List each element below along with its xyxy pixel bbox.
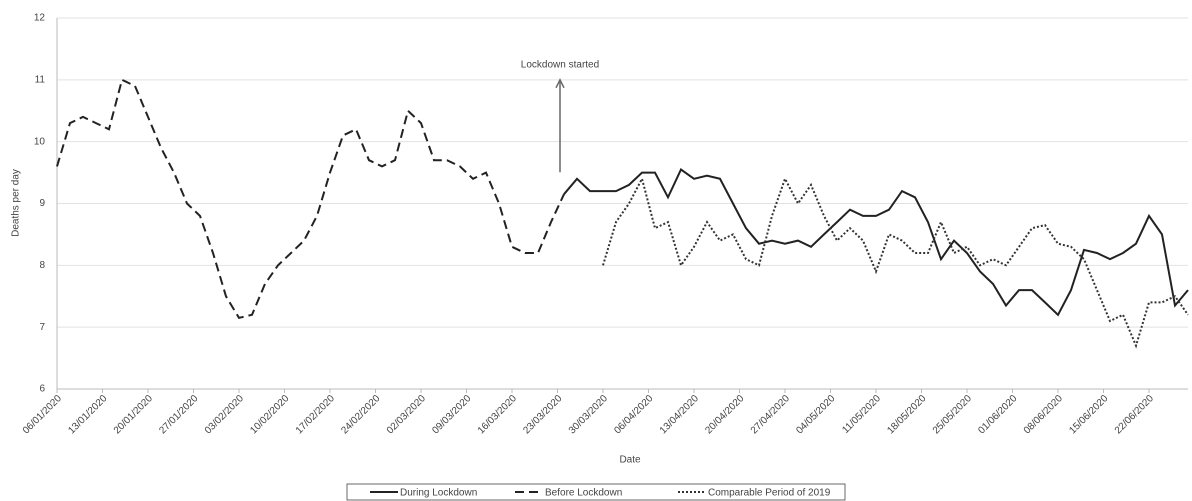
- y-tick-label: 7: [39, 322, 45, 333]
- legend-label: During Lockdown: [400, 488, 477, 499]
- x-tick-label: 17/02/2020: [294, 393, 337, 436]
- x-tick-label: 24/02/2020: [339, 393, 382, 436]
- annotation-arrowhead: [555, 78, 565, 89]
- y-tick-label: 11: [35, 74, 46, 85]
- x-tick-label: 06/01/2020: [21, 393, 64, 436]
- y-tick-label: 9: [39, 198, 45, 209]
- x-tick-label: 04/05/2020: [794, 393, 837, 436]
- x-tick-label: 10/02/2020: [248, 393, 291, 436]
- legend-box: [346, 483, 846, 501]
- x-tick-label: 03/02/2020: [203, 393, 246, 436]
- x-tick-label: 13/01/2020: [66, 393, 109, 436]
- x-tick-label: 13/04/2020: [658, 393, 701, 436]
- x-tick-label: 15/06/2020: [1067, 393, 1110, 436]
- series-line: [563, 167, 1189, 317]
- x-tick-label: 18/05/2020: [885, 393, 928, 436]
- x-tick-label: 09/03/2020: [430, 393, 473, 436]
- x-tick-label: 01/06/2020: [976, 393, 1019, 436]
- x-tick-label: 02/03/2020: [385, 393, 428, 436]
- y-tick-label: 6: [39, 384, 45, 395]
- x-tick-label: 25/05/2020: [931, 393, 974, 436]
- annotation: Lockdown started: [521, 59, 599, 70]
- series-line: [56, 78, 565, 320]
- x-tick-label: 11/05/2020: [840, 393, 883, 436]
- legend: During Lockdown Before Lockdown Comparable…: [346, 483, 846, 501]
- x-tick-label: 16/03/2020: [476, 393, 519, 436]
- x-tick-label: 22/06/2020: [1113, 393, 1156, 436]
- y-tick-label: 10: [34, 136, 46, 147]
- y-axis-title: Deaths per day: [11, 169, 22, 237]
- x-tick-label: 27/04/2020: [749, 393, 792, 436]
- x-tick-label: 27/01/2020: [157, 393, 200, 436]
- x-tick-label: 20/04/2020: [703, 393, 746, 436]
- y-tick-label: 12: [34, 13, 46, 24]
- y-tick-label: 8: [39, 260, 45, 271]
- x-tick-label: 06/04/2020: [612, 393, 655, 436]
- x-tick-label: 23/03/2020: [521, 393, 564, 436]
- legend-label: Comparable Period of 2019: [708, 488, 831, 499]
- x-tick-label: 08/06/2020: [1022, 393, 1065, 436]
- x-tick-label: 20/01/2020: [112, 393, 155, 436]
- x-tick-label: 30/03/2020: [567, 393, 610, 436]
- legend-label: Before Lockdown: [545, 488, 622, 499]
- x-axis-title: Date: [619, 455, 641, 466]
